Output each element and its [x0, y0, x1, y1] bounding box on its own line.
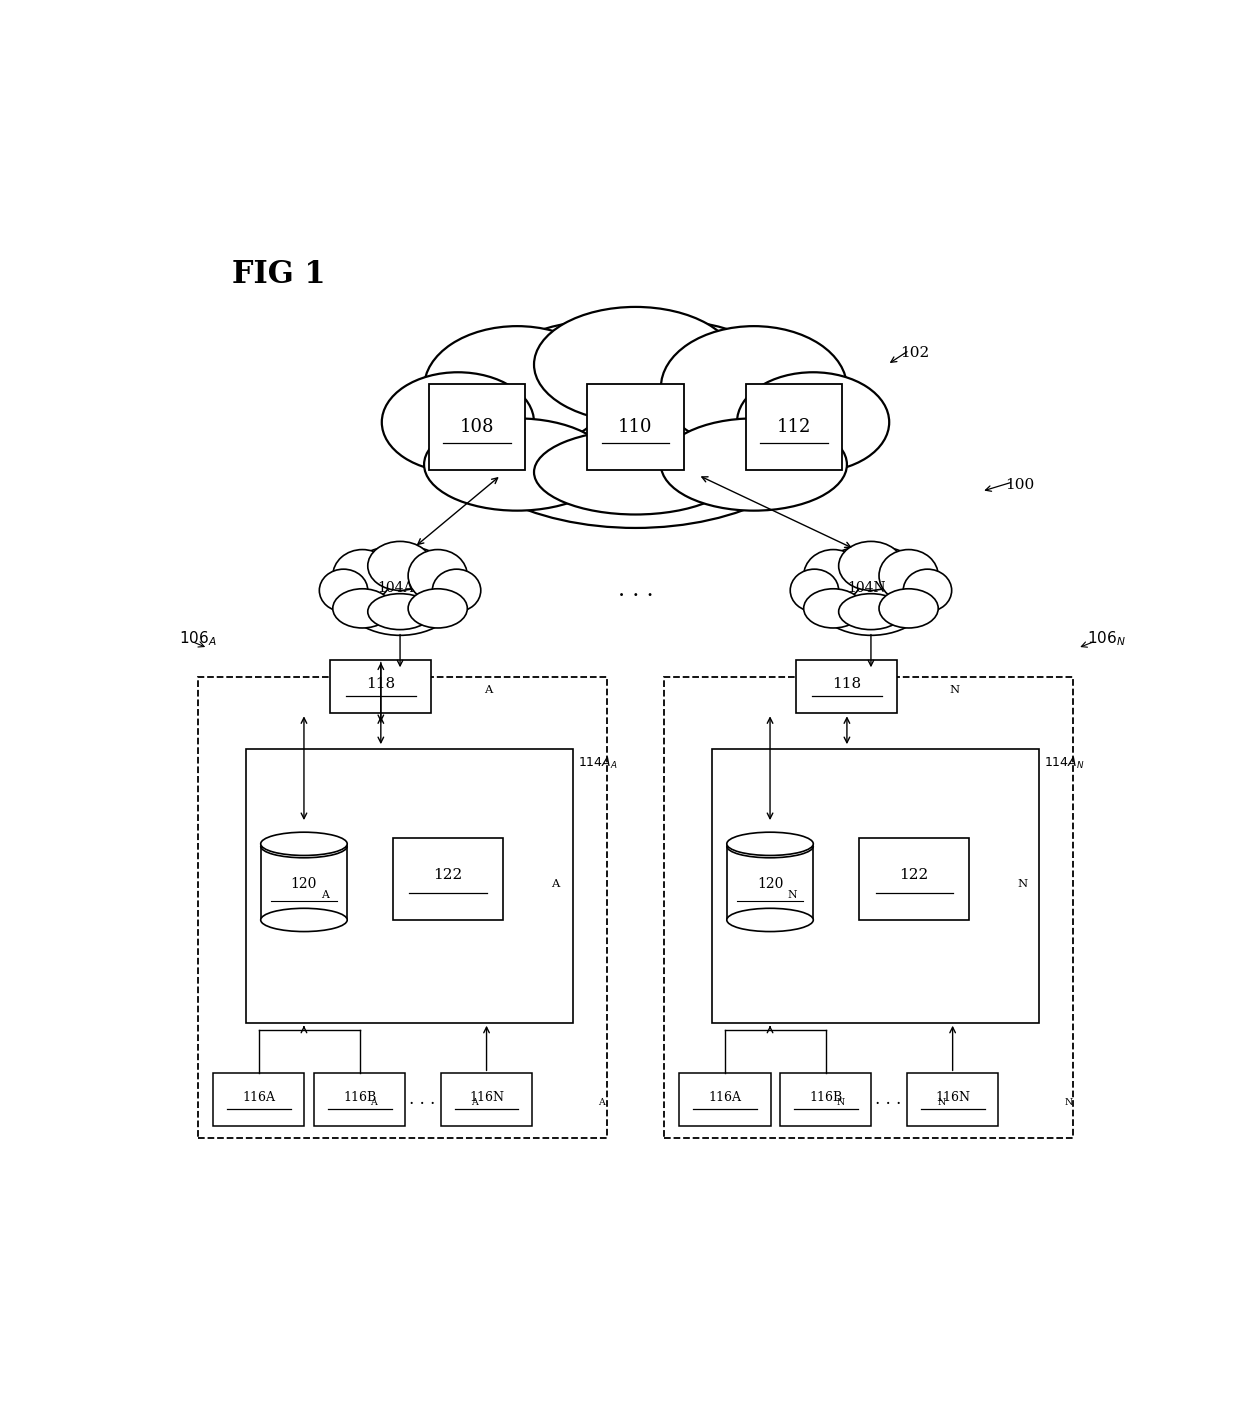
- Bar: [198, 677, 606, 1138]
- Bar: [727, 844, 813, 920]
- Text: $114A_A$: $114A_A$: [578, 756, 618, 771]
- Text: . . .: . . .: [875, 1092, 901, 1109]
- Text: 118: 118: [366, 677, 396, 691]
- Text: $106_N$: $106_N$: [1087, 629, 1126, 647]
- Text: A: A: [371, 1099, 377, 1107]
- Text: $114A_N$: $114A_N$: [1044, 756, 1085, 771]
- Text: N: N: [1064, 1099, 1073, 1107]
- Bar: [588, 384, 683, 470]
- Text: 116B: 116B: [343, 1090, 376, 1104]
- Text: N: N: [950, 685, 960, 695]
- Ellipse shape: [727, 909, 813, 931]
- Ellipse shape: [424, 326, 610, 449]
- Bar: [906, 1074, 998, 1126]
- Text: A: A: [321, 889, 329, 899]
- Text: 102: 102: [900, 346, 929, 360]
- Text: 122: 122: [434, 868, 463, 882]
- Ellipse shape: [838, 542, 903, 591]
- Ellipse shape: [408, 588, 467, 628]
- Ellipse shape: [727, 832, 813, 855]
- Ellipse shape: [808, 546, 932, 636]
- Text: 116N: 116N: [935, 1090, 970, 1104]
- Text: 104A: 104A: [377, 581, 413, 595]
- Ellipse shape: [790, 570, 838, 612]
- Text: FIG 1: FIG 1: [232, 259, 325, 290]
- Text: . . .: . . .: [618, 580, 653, 601]
- Bar: [260, 844, 347, 920]
- Ellipse shape: [332, 550, 392, 602]
- Text: 100: 100: [1006, 478, 1034, 491]
- Ellipse shape: [433, 570, 481, 612]
- Ellipse shape: [368, 594, 433, 629]
- Ellipse shape: [737, 373, 889, 473]
- Ellipse shape: [320, 570, 368, 612]
- Text: 120: 120: [756, 877, 784, 891]
- Text: 120: 120: [290, 877, 317, 891]
- Text: 116A: 116A: [708, 1090, 742, 1104]
- Ellipse shape: [903, 570, 951, 612]
- Text: . . .: . . .: [409, 1092, 435, 1109]
- Ellipse shape: [260, 909, 347, 931]
- Text: A: A: [598, 1099, 605, 1107]
- Ellipse shape: [804, 550, 863, 602]
- Ellipse shape: [368, 542, 433, 591]
- Text: $106_A$: $106_A$: [179, 629, 217, 647]
- Bar: [859, 837, 970, 920]
- Text: 122: 122: [899, 868, 929, 882]
- Text: 110: 110: [619, 418, 652, 436]
- Ellipse shape: [441, 317, 830, 528]
- Ellipse shape: [424, 418, 610, 511]
- Ellipse shape: [260, 832, 347, 855]
- Ellipse shape: [838, 594, 903, 629]
- Bar: [746, 384, 842, 470]
- Ellipse shape: [661, 418, 847, 511]
- Ellipse shape: [332, 588, 392, 628]
- Text: 116B: 116B: [810, 1090, 842, 1104]
- Bar: [780, 1074, 872, 1126]
- Bar: [712, 749, 1039, 1023]
- Text: 112: 112: [777, 418, 811, 436]
- Bar: [680, 1074, 770, 1126]
- Text: N: N: [836, 1099, 844, 1107]
- Text: N: N: [787, 889, 797, 899]
- Text: N: N: [1017, 878, 1027, 889]
- Ellipse shape: [339, 546, 463, 636]
- Text: N: N: [937, 1099, 946, 1107]
- Ellipse shape: [534, 307, 737, 422]
- Bar: [330, 660, 432, 713]
- Text: 116A: 116A: [242, 1090, 275, 1104]
- Ellipse shape: [661, 326, 847, 449]
- Text: A: A: [551, 878, 559, 889]
- Ellipse shape: [804, 588, 863, 628]
- Text: A: A: [484, 685, 492, 695]
- Text: A: A: [471, 1099, 477, 1107]
- Ellipse shape: [534, 431, 737, 515]
- Bar: [796, 660, 898, 713]
- Ellipse shape: [382, 373, 534, 473]
- Bar: [441, 1074, 532, 1126]
- Bar: [393, 837, 503, 920]
- Ellipse shape: [879, 550, 939, 602]
- Bar: [213, 1074, 305, 1126]
- Bar: [314, 1074, 405, 1126]
- Bar: [429, 384, 525, 470]
- Text: 108: 108: [460, 418, 495, 436]
- Ellipse shape: [879, 588, 939, 628]
- Text: 118: 118: [832, 677, 862, 691]
- Text: 104N: 104N: [847, 581, 885, 595]
- Bar: [247, 749, 573, 1023]
- Text: 116N: 116N: [469, 1090, 503, 1104]
- Bar: [665, 677, 1073, 1138]
- Ellipse shape: [408, 550, 467, 602]
